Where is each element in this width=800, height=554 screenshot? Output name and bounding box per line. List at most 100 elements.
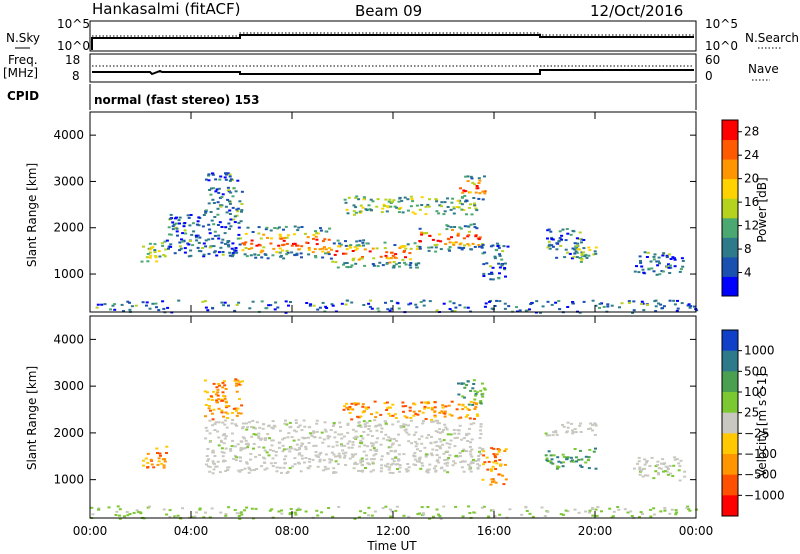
heatmap-cell [683, 475, 687, 478]
heatmap-cell [409, 266, 413, 269]
heatmap-cell [503, 307, 507, 310]
heatmap-cell [507, 305, 511, 308]
heatmap-cell [451, 464, 455, 467]
heatmap-cell [181, 507, 184, 510]
scatter-band [544, 447, 598, 470]
heatmap-cell [238, 470, 242, 473]
heatmap-cell [207, 405, 211, 407]
heatmap-cell [202, 253, 206, 256]
heatmap-cell [487, 515, 491, 518]
heatmap-cell [235, 303, 239, 306]
heatmap-cell [461, 450, 465, 453]
heatmap-cell [261, 427, 265, 430]
heatmap-cell [389, 508, 392, 511]
heatmap-cell [394, 509, 398, 512]
heatmap-cell [490, 307, 494, 310]
heatmap-cell [157, 309, 161, 312]
heatmap-cell [473, 408, 477, 410]
heatmap-cell [430, 406, 434, 409]
heatmap-cell [220, 241, 224, 244]
heatmap-cell [440, 205, 443, 208]
heatmap-cell [425, 469, 429, 472]
heatmap-cell [221, 238, 225, 241]
heatmap-cell [457, 432, 461, 435]
heatmap-cell [636, 462, 639, 465]
heatmap-cell [285, 448, 289, 451]
heatmap-cell [219, 441, 223, 443]
heatmap-cell [579, 260, 583, 263]
heatmap-cell [632, 300, 636, 303]
heatmap-cell [442, 428, 445, 431]
heatmap-cell [358, 210, 362, 213]
heatmap-cell [561, 453, 565, 456]
heatmap-cell [692, 305, 696, 308]
heatmap-cell [469, 470, 473, 473]
heatmap-cell [307, 426, 311, 429]
heatmap-cell [390, 307, 394, 310]
heatmap-cell [226, 469, 230, 471]
heatmap-cell [413, 212, 417, 215]
heatmap-cell [582, 251, 586, 254]
heatmap-cell [633, 467, 636, 470]
heatmap-cell [673, 258, 677, 261]
heatmap-cell [351, 443, 355, 446]
heatmap-cell [483, 388, 487, 391]
heatmap-cell [383, 241, 387, 244]
heatmap-cell [403, 249, 406, 252]
heatmap-cell [340, 437, 344, 440]
heatmap-cell [95, 306, 99, 309]
heatmap-cell [403, 245, 407, 248]
heatmap-cell [318, 458, 322, 461]
scatter-band [459, 175, 487, 202]
heatmap-cell [227, 405, 231, 408]
heatmap-cell [149, 458, 153, 461]
heatmap-cell [483, 461, 487, 464]
heatmap-cell [407, 303, 411, 306]
heatmap-cell [217, 436, 221, 439]
heatmap-cell [452, 241, 455, 244]
heatmap-cell [661, 270, 665, 273]
heatmap-cell [216, 391, 220, 394]
heatmap-cell [658, 273, 662, 276]
colorbar-tick-label: 25 [744, 406, 759, 420]
heatmap-cell [187, 243, 191, 246]
heatmap-cell [394, 253, 398, 256]
heatmap-cell [462, 396, 466, 399]
heatmap-cell [397, 444, 401, 447]
heatmap-cell [430, 408, 434, 411]
power-ylabel: Slant Range [km] [25, 163, 39, 267]
heatmap-cell [285, 472, 289, 474]
y-tick-label: 3000 [53, 174, 84, 188]
heatmap-cell [564, 248, 568, 251]
heatmap-cell [245, 428, 249, 431]
heatmap-cell [273, 227, 277, 229]
heatmap-cell [270, 426, 274, 429]
heatmap-cell [223, 301, 227, 304]
heatmap-cell [385, 409, 389, 411]
heatmap-cell [433, 410, 437, 413]
heatmap-cell [466, 235, 470, 238]
heatmap-cell [439, 248, 443, 251]
heatmap-cell [274, 454, 278, 457]
heatmap-cell [195, 511, 199, 514]
heatmap-cell [591, 424, 594, 427]
heatmap-cell [449, 433, 453, 436]
heatmap-cell [209, 187, 213, 190]
date-title: 12/Oct/2016 [590, 2, 683, 20]
heatmap-cell [165, 445, 169, 448]
heatmap-cell [217, 421, 221, 424]
heatmap-cell [676, 307, 680, 310]
heatmap-cell [409, 247, 413, 250]
heatmap-cell [157, 460, 161, 463]
heatmap-cell [487, 460, 491, 463]
nave-tick-60: 60 [705, 53, 720, 67]
heatmap-cell [212, 468, 216, 471]
heatmap-cell [642, 271, 646, 274]
heatmap-cell [571, 302, 575, 305]
heatmap-cell [269, 229, 273, 232]
heatmap-cell [629, 510, 633, 513]
heatmap-cell [572, 460, 576, 463]
heatmap-cell [344, 303, 348, 306]
heatmap-cell [454, 505, 458, 508]
heatmap-cell [401, 258, 405, 261]
